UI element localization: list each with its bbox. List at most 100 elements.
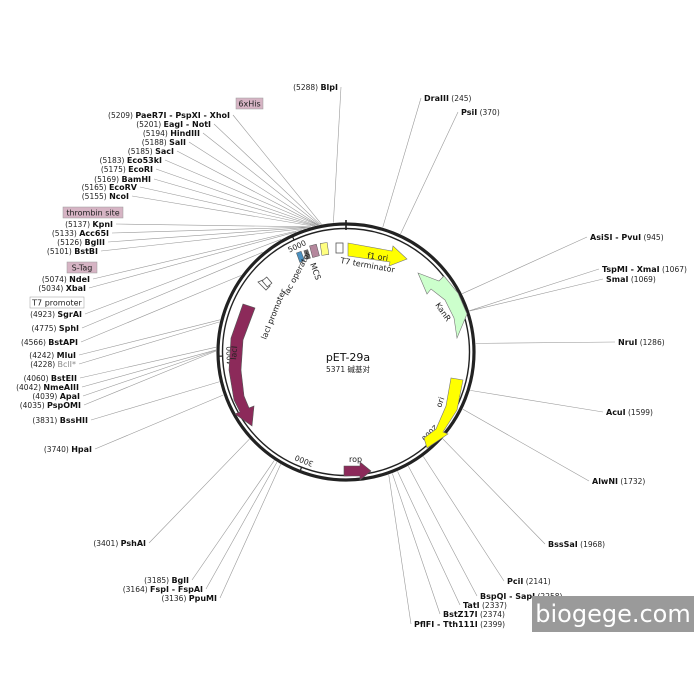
restriction-site-label[interactable]: (5201) EagI - NotI [136, 120, 211, 129]
t7-terminator-box [335, 242, 344, 254]
leader-line [111, 226, 311, 234]
site-position: (3185) [144, 576, 171, 585]
leader-line [107, 227, 310, 243]
restriction-site-label[interactable]: (5074) NdeI [42, 275, 90, 284]
site-position: (4042) [16, 383, 43, 392]
site-name: SphI [59, 324, 79, 333]
site-name: PciI [507, 577, 523, 586]
site-name: NcoI [109, 192, 129, 201]
restriction-site-label[interactable]: (4035) PspOMI [20, 401, 81, 410]
restriction-site-label[interactable]: (4042) NmeAIII [16, 383, 79, 392]
laci-promoter-label: lacI promoter [260, 287, 289, 341]
laci-arrow[interactable] [228, 303, 256, 427]
leader-line [333, 86, 342, 223]
restriction-site-label[interactable]: (3185) BglI [144, 576, 189, 585]
site-name: KpnI [92, 220, 113, 229]
site-name: DraIII [424, 94, 449, 103]
leader-line [164, 159, 318, 226]
ori-arrow[interactable] [423, 377, 464, 449]
restriction-site-label[interactable]: PciI (2141) [507, 577, 551, 586]
svg-text:thrombin site: thrombin site [66, 209, 119, 218]
restriction-site-label[interactable]: (5169) BamHI [94, 175, 151, 184]
restriction-site-label[interactable]: DraIII (245) [424, 94, 472, 103]
restriction-site-label[interactable]: (5288) BlpI [293, 83, 338, 92]
site-position: (4060) [24, 374, 51, 383]
site-position: (1069) [628, 275, 655, 284]
site-position: (5183) [100, 156, 127, 165]
restriction-site-label[interactable]: (5188) SalI [142, 138, 186, 147]
leader-line [388, 474, 412, 625]
leader-line [90, 381, 220, 421]
restriction-site-label[interactable]: (3164) FspI - FspAI [123, 585, 203, 594]
restriction-site-label[interactable]: PsiI (370) [461, 108, 500, 117]
kanr-arrow[interactable] [417, 272, 468, 340]
restriction-site-label[interactable]: (3136) PpuMI [161, 594, 217, 603]
site-name: BstZ17I [443, 610, 478, 619]
leader-line [462, 236, 588, 294]
restriction-site-label[interactable]: (4060) BstEII [24, 374, 77, 383]
restriction-site-label[interactable]: (5137) KpnI [65, 220, 113, 229]
watermark: biogege.com [532, 596, 694, 632]
restriction-site-label[interactable]: (4039) ApaI [32, 392, 80, 401]
leader-line [470, 390, 604, 413]
restriction-site-label[interactable]: (3401) PshAI [93, 539, 146, 548]
rop-label: rop [349, 455, 362, 464]
site-position: (2337) [480, 601, 507, 610]
leader-line [81, 349, 217, 388]
leader-line [79, 346, 217, 379]
restriction-site-label[interactable]: (4923) SgrAI [30, 310, 82, 319]
site-name: ApaI [60, 392, 80, 401]
restriction-site-label[interactable]: (5209) PaeR7I - PspXI - XhoI [108, 111, 230, 120]
restriction-site-label[interactable]: TatI (2337) [463, 601, 507, 610]
leader-line [202, 132, 320, 226]
restriction-site-label[interactable]: (4566) BstAPI [21, 338, 78, 347]
site-position: (5074) [42, 275, 69, 284]
restriction-site-label[interactable]: NruI (1286) [618, 338, 665, 347]
restriction-site-label[interactable]: (5175) EcoRI [101, 165, 153, 174]
leader-line [462, 408, 590, 482]
restriction-site-label[interactable]: (5183) Eco53kI [100, 156, 162, 165]
leader-line [423, 456, 505, 582]
restriction-site-label[interactable]: (5101) BstBI [47, 247, 98, 256]
restriction-site-label[interactable]: (5185) SacI [128, 147, 174, 156]
restriction-site-label[interactable]: BstZ17I (2374) [443, 610, 505, 619]
restriction-site-label[interactable]: (4775) SphI [32, 324, 80, 333]
restriction-site-label[interactable]: (4242) MluI [29, 351, 76, 360]
tag-6xhis: 6xHis [235, 97, 264, 110]
plasmid-size: 5371 碱基对 [326, 364, 370, 374]
restriction-site-label[interactable]: (5155) NcoI [82, 192, 129, 201]
restriction-site-label[interactable]: (5194) HindIII [143, 129, 200, 138]
restriction-site-label[interactable]: AcuI (1599) [606, 408, 653, 417]
site-name: PflFI - Tth111I [414, 620, 478, 629]
leader-line [188, 141, 319, 226]
ori-label: ori [434, 396, 446, 409]
restriction-site-label[interactable]: (4228) BclI* [30, 360, 76, 369]
restriction-site-label[interactable]: (5133) Acc65I [52, 229, 109, 238]
restriction-site-label[interactable]: SmaI (1069) [606, 275, 656, 284]
site-position: (4566) [21, 338, 48, 347]
restriction-site-label[interactable]: TspMI - XmaI (1067) [602, 265, 687, 274]
restriction-site-label[interactable]: (5034) XbaI [38, 284, 86, 293]
leader-line [469, 278, 604, 312]
rop-arrow[interactable] [343, 461, 372, 481]
site-name: BclI* [58, 360, 76, 369]
f1-ori-arrow[interactable] [347, 242, 408, 267]
site-name: BssHII [60, 416, 88, 425]
restriction-site-label[interactable]: (3831) BssHII [32, 416, 88, 425]
site-position: (370) [477, 108, 500, 117]
site-position: (3164) [123, 585, 150, 594]
restriction-site-label[interactable]: (5165) EcoRV [82, 183, 138, 192]
restriction-site-label[interactable]: AsiSI - PvuI (945) [590, 233, 664, 242]
leader-line [408, 465, 478, 597]
restriction-site-label[interactable]: BssSaI (1968) [548, 540, 605, 549]
site-position: (4923) [30, 310, 57, 319]
site-name: AsiSI - PvuI [590, 233, 641, 242]
site-name: PpuMI [189, 594, 217, 603]
restriction-site-label[interactable]: (3740) HpaI [44, 445, 92, 454]
restriction-site-label[interactable]: PflFI - Tth111I (2399) [414, 620, 505, 629]
site-position: (3831) [32, 416, 59, 425]
leader-line [88, 231, 297, 289]
restriction-site-label[interactable]: AlwNI (1732) [592, 477, 645, 486]
restriction-site-label[interactable]: (5126) BglII [57, 238, 105, 247]
f1-ori-label: f1 ori [367, 251, 389, 263]
